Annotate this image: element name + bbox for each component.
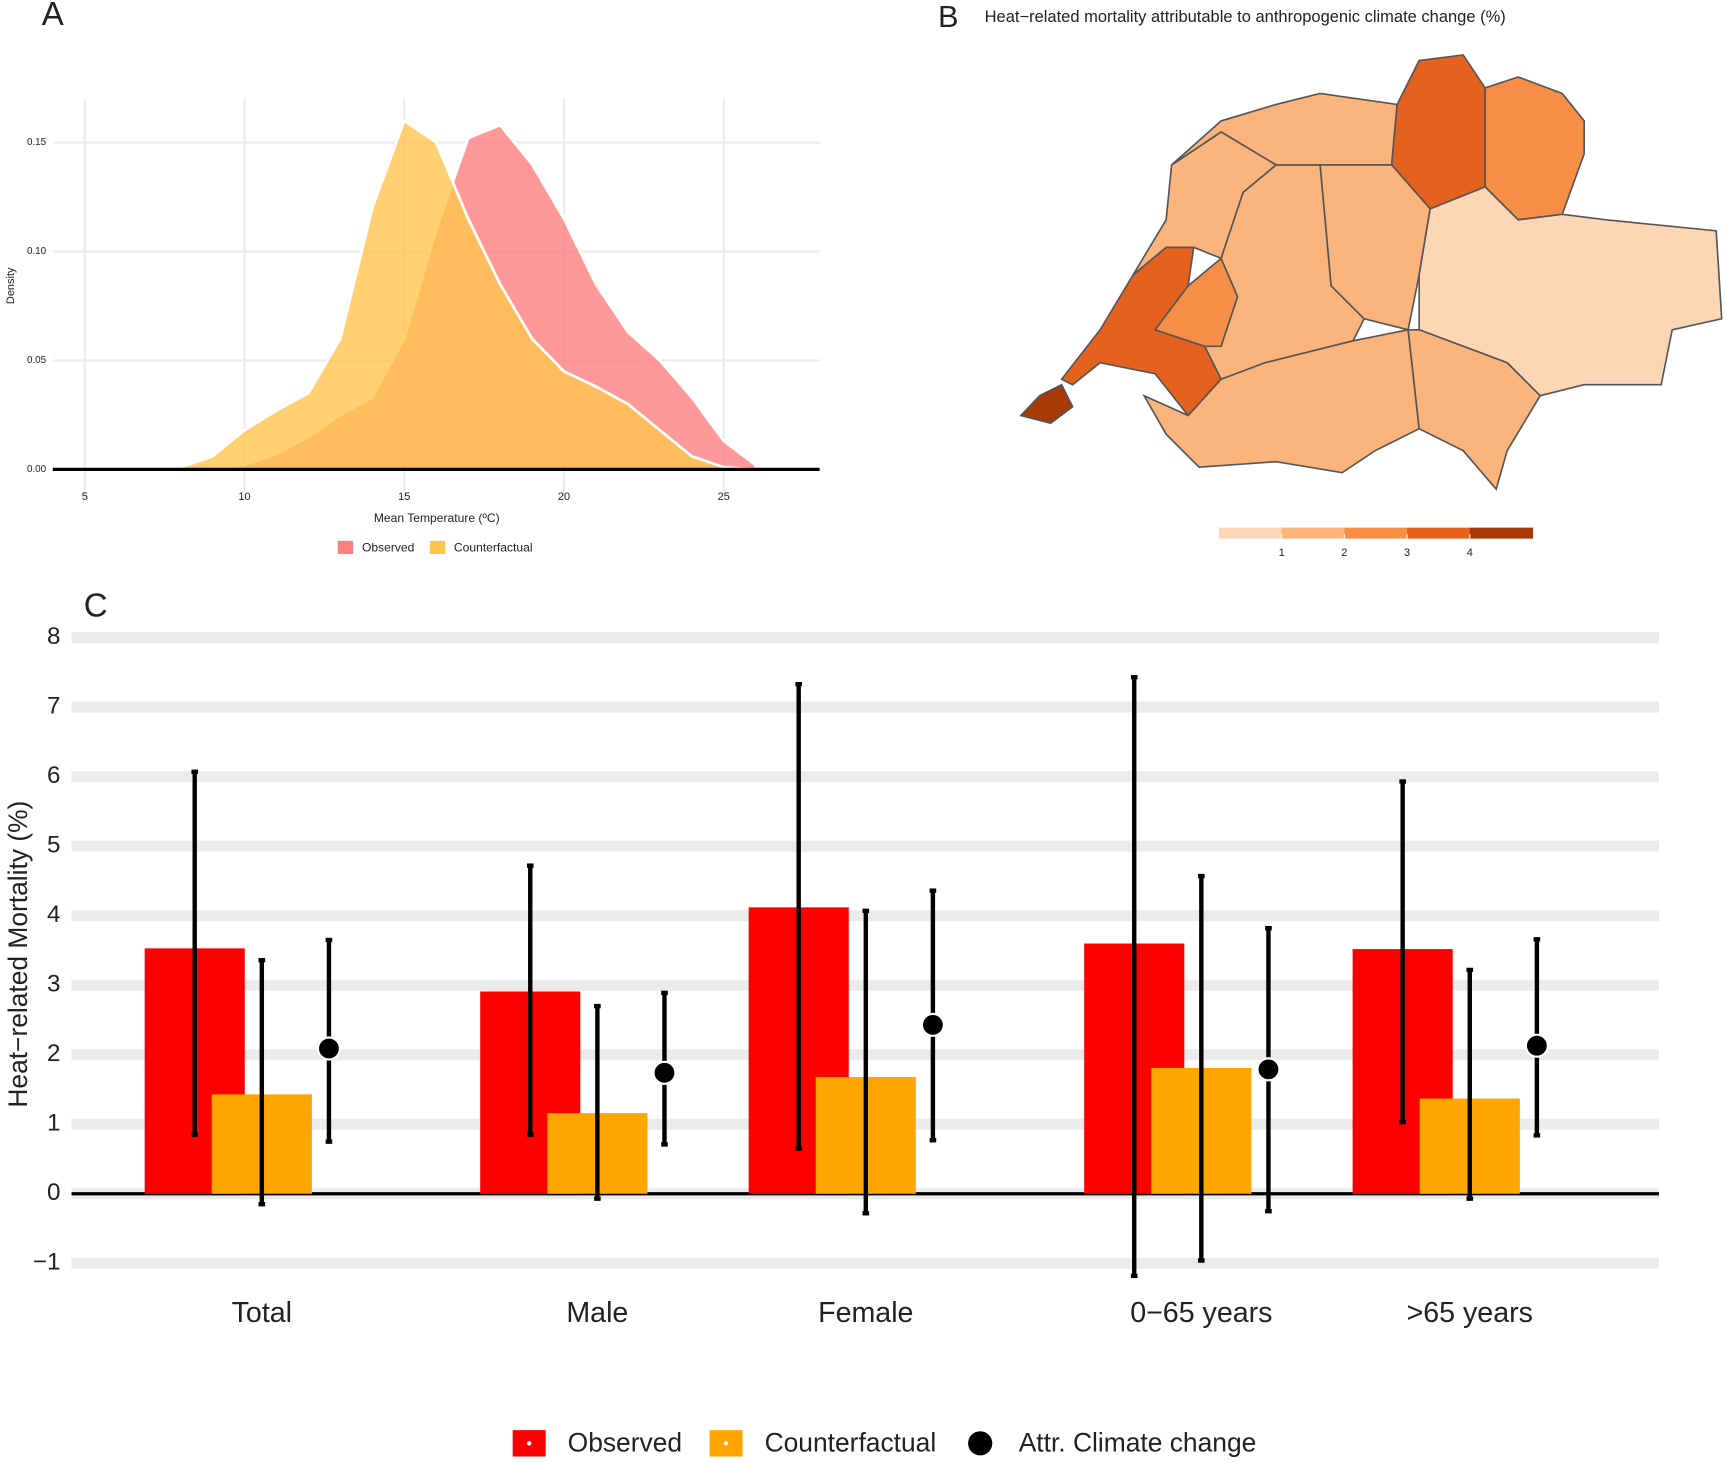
y-axis-title: Density [5, 267, 17, 304]
y-tick-label: 6 [47, 762, 60, 789]
y-tick-label: 5 [47, 832, 60, 859]
legend-swatch [429, 540, 446, 555]
x-tick-label: Female [818, 1297, 913, 1329]
y-tick-label: 3 [47, 971, 60, 998]
x-tick-label: 15 [398, 491, 410, 503]
colorbar-bin [1407, 527, 1471, 539]
legend-swatch [968, 1431, 993, 1456]
point [1256, 1057, 1281, 1082]
density-area [179, 118, 756, 471]
region [1319, 164, 1432, 331]
x-tick-label: 25 [718, 491, 730, 503]
panel-label: B [938, 0, 959, 34]
legend-swatch [337, 540, 354, 555]
legend-label: Counterfactual [765, 1427, 937, 1457]
legend-label: Observed [568, 1427, 682, 1457]
x-tick-label: 20 [558, 491, 570, 503]
point [652, 1060, 677, 1085]
colorbar-bin [1469, 527, 1534, 539]
y-tick-label: 1 [47, 1110, 60, 1137]
y-tick-label: 2 [47, 1040, 60, 1067]
region [1484, 76, 1586, 221]
point [316, 1036, 342, 1061]
y-tick-label: 0.05 [27, 355, 47, 366]
y-tick-label: 8 [47, 623, 60, 650]
y-tick-label: 0.00 [27, 464, 47, 475]
panel-label: A [42, 0, 64, 32]
colorbar-tick-label: 2 [1341, 547, 1347, 559]
region [1019, 383, 1074, 425]
colorbar-bin [1281, 527, 1345, 539]
legend-label: Counterfactual [454, 541, 533, 555]
y-tick-label: 0.10 [27, 246, 47, 257]
colorbar-bin [1218, 527, 1283, 539]
region [1407, 328, 1542, 491]
point [1524, 1033, 1549, 1058]
x-tick-label: Total [232, 1297, 292, 1329]
x-tick-label: Male [566, 1297, 628, 1329]
legend-dot [723, 1441, 729, 1446]
x-tick-label: 10 [238, 491, 250, 503]
y-tick-label: 4 [47, 901, 60, 928]
point [920, 1012, 946, 1037]
legend-dot [526, 1441, 532, 1446]
x-axis-title: Mean Temperature (ºC) [374, 511, 500, 525]
colorbar-bin [1344, 527, 1408, 539]
x-tick-label: >65 years [1407, 1297, 1533, 1329]
legend-label: Attr. Climate change [1019, 1427, 1257, 1457]
y-tick-label: 7 [47, 693, 60, 720]
x-tick-label: 5 [82, 491, 88, 503]
panel-label: C [84, 587, 108, 624]
colorbar-tick-label: 3 [1404, 547, 1410, 559]
map-title: Heat−related mortality attributable to a… [985, 8, 1506, 26]
legend-label: Observed [362, 541, 414, 555]
y-axis-title: Heat−related Mortality (%) [3, 801, 33, 1108]
y-tick-label: 0 [47, 1179, 60, 1206]
x-tick-label: 0−65 years [1130, 1297, 1272, 1329]
colorbar-tick-label: 1 [1279, 547, 1285, 559]
colorbar-tick-label: 4 [1467, 547, 1473, 559]
y-tick-label: −1 [33, 1249, 61, 1276]
y-tick-label: 0.15 [27, 137, 47, 148]
